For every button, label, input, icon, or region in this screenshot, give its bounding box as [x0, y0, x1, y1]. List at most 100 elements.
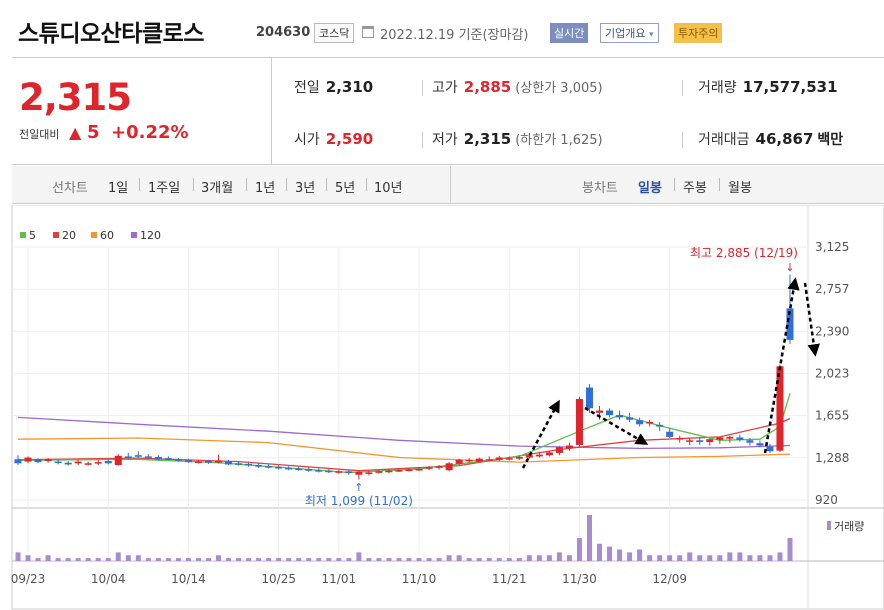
day-open: 시가 2,590	[294, 129, 373, 149]
tab-line-1w[interactable]: 1주일	[148, 181, 181, 196]
y-tick-label: 1,288	[815, 451, 849, 465]
volume-bar	[346, 558, 352, 561]
tab-divider	[286, 178, 287, 191]
candle-body	[44, 459, 52, 461]
tab-line-3m[interactable]: 3개월	[201, 181, 234, 196]
candle-body	[736, 437, 744, 440]
volume-bar	[677, 555, 683, 561]
candle-body	[385, 470, 393, 473]
amount-unit: 백만	[817, 132, 844, 148]
legend-swatch-ma120	[131, 232, 137, 238]
divider	[682, 80, 683, 96]
volume-bar	[386, 558, 392, 561]
candle-body	[475, 458, 483, 462]
volume-bar	[175, 558, 181, 561]
volume-bar	[436, 558, 442, 561]
company-overview-button[interactable]: 기업개요 ▾	[600, 23, 659, 43]
candle-body	[194, 461, 202, 464]
amount-value: 46,867	[755, 130, 814, 148]
volume-bar	[35, 558, 41, 561]
volume-value: 17,577,531	[742, 78, 838, 96]
change-value: 5	[87, 122, 100, 143]
realtime-button[interactable]: 실시간	[550, 23, 589, 43]
volume-bar	[135, 555, 141, 561]
volume-bar	[566, 555, 572, 561]
x-tick-label: 12/09	[652, 572, 687, 586]
tab-candle-daily[interactable]: 일봉	[638, 181, 662, 196]
x-tick-label: 10/25	[261, 572, 296, 586]
candle-body	[114, 455, 122, 466]
day-high: 고가 2,885 (상한가 3,005)	[432, 77, 603, 97]
volume-bar	[556, 552, 562, 561]
candle-body	[395, 470, 403, 472]
volume-bar	[597, 543, 603, 561]
candle-body	[215, 460, 223, 463]
tab-line-1d[interactable]: 1일	[108, 181, 129, 196]
calendar-icon	[362, 26, 374, 38]
candle-body	[164, 458, 172, 460]
tab-line-1y[interactable]: 1년	[255, 181, 276, 196]
candle-body	[585, 387, 593, 409]
divider	[422, 80, 423, 96]
investment-warning-badge[interactable]: 투자주의	[674, 23, 723, 43]
volume-bar	[145, 558, 151, 561]
volume-bar	[466, 558, 472, 561]
volume-bar	[276, 558, 282, 561]
tab-line-5y[interactable]: 5년	[335, 181, 356, 196]
trend-arrow	[584, 406, 649, 445]
x-tick-label: 11/21	[492, 572, 527, 586]
volume: 거래량 17,577,531	[698, 77, 838, 97]
company-overview-label: 기업개요	[605, 27, 646, 40]
candle-body	[626, 417, 634, 420]
legend-label-ma20: 20	[62, 229, 76, 242]
volume-bar	[396, 558, 402, 561]
trend-arrow	[803, 282, 820, 357]
change-label: 전일대비	[19, 128, 60, 141]
tab-divider	[366, 178, 367, 191]
candle-body	[345, 471, 353, 474]
candle-body	[285, 467, 293, 470]
open-label: 시가	[294, 132, 320, 148]
volume-bar	[336, 558, 342, 561]
open-value: 2,590	[325, 130, 374, 148]
volume-bar	[65, 558, 71, 561]
volume-bar	[486, 558, 492, 561]
candle-body	[94, 462, 102, 464]
volume-bar	[647, 555, 653, 561]
prev-close-value: 2,310	[325, 78, 374, 96]
prev-close: 전일 2,310	[294, 77, 373, 97]
candle-body	[465, 459, 473, 462]
candle-body	[235, 463, 243, 465]
price-chart[interactable]: 5 20 60 120 3,125 2,757 2,390 2,023 1,655 1,288 92…	[0, 205, 884, 610]
volume-bar	[757, 555, 763, 561]
candle-body	[275, 466, 283, 469]
chart-frame	[11, 205, 884, 610]
candle-body	[666, 431, 674, 437]
ma-line-ma20	[17, 417, 791, 472]
tab-candle-weekly[interactable]: 주봉	[683, 181, 707, 196]
volume-bar	[717, 555, 723, 561]
y-tick-label: 1,655	[815, 409, 849, 423]
up-arrow-icon: ▲	[69, 123, 82, 142]
volume-bar	[15, 552, 21, 561]
legend-label-ma5: 5	[29, 229, 36, 242]
candle-body	[84, 463, 92, 465]
stock-header: 스튜디오산타클로스 204630 코스닥 2022.12.19 기준(장마감) …	[0, 0, 884, 56]
tab-candle-monthly[interactable]: 월봉	[728, 181, 752, 196]
tab-divider	[246, 178, 247, 191]
candle-body	[315, 470, 323, 472]
tab-line-10y[interactable]: 10년	[374, 181, 403, 196]
candle-body	[485, 459, 493, 461]
tab-line-3y[interactable]: 3년	[295, 181, 316, 196]
candle-body	[515, 456, 523, 459]
volume-bar	[306, 558, 312, 561]
volume-bar	[576, 538, 582, 561]
volume-bar	[286, 558, 292, 561]
candle-body	[265, 466, 273, 468]
candle-body	[425, 467, 433, 469]
candle-body	[606, 410, 614, 416]
volume-bar	[356, 552, 362, 561]
high-marker-icon: ↓	[785, 261, 794, 274]
volume-bar	[697, 555, 703, 561]
volume-bar	[787, 538, 793, 561]
